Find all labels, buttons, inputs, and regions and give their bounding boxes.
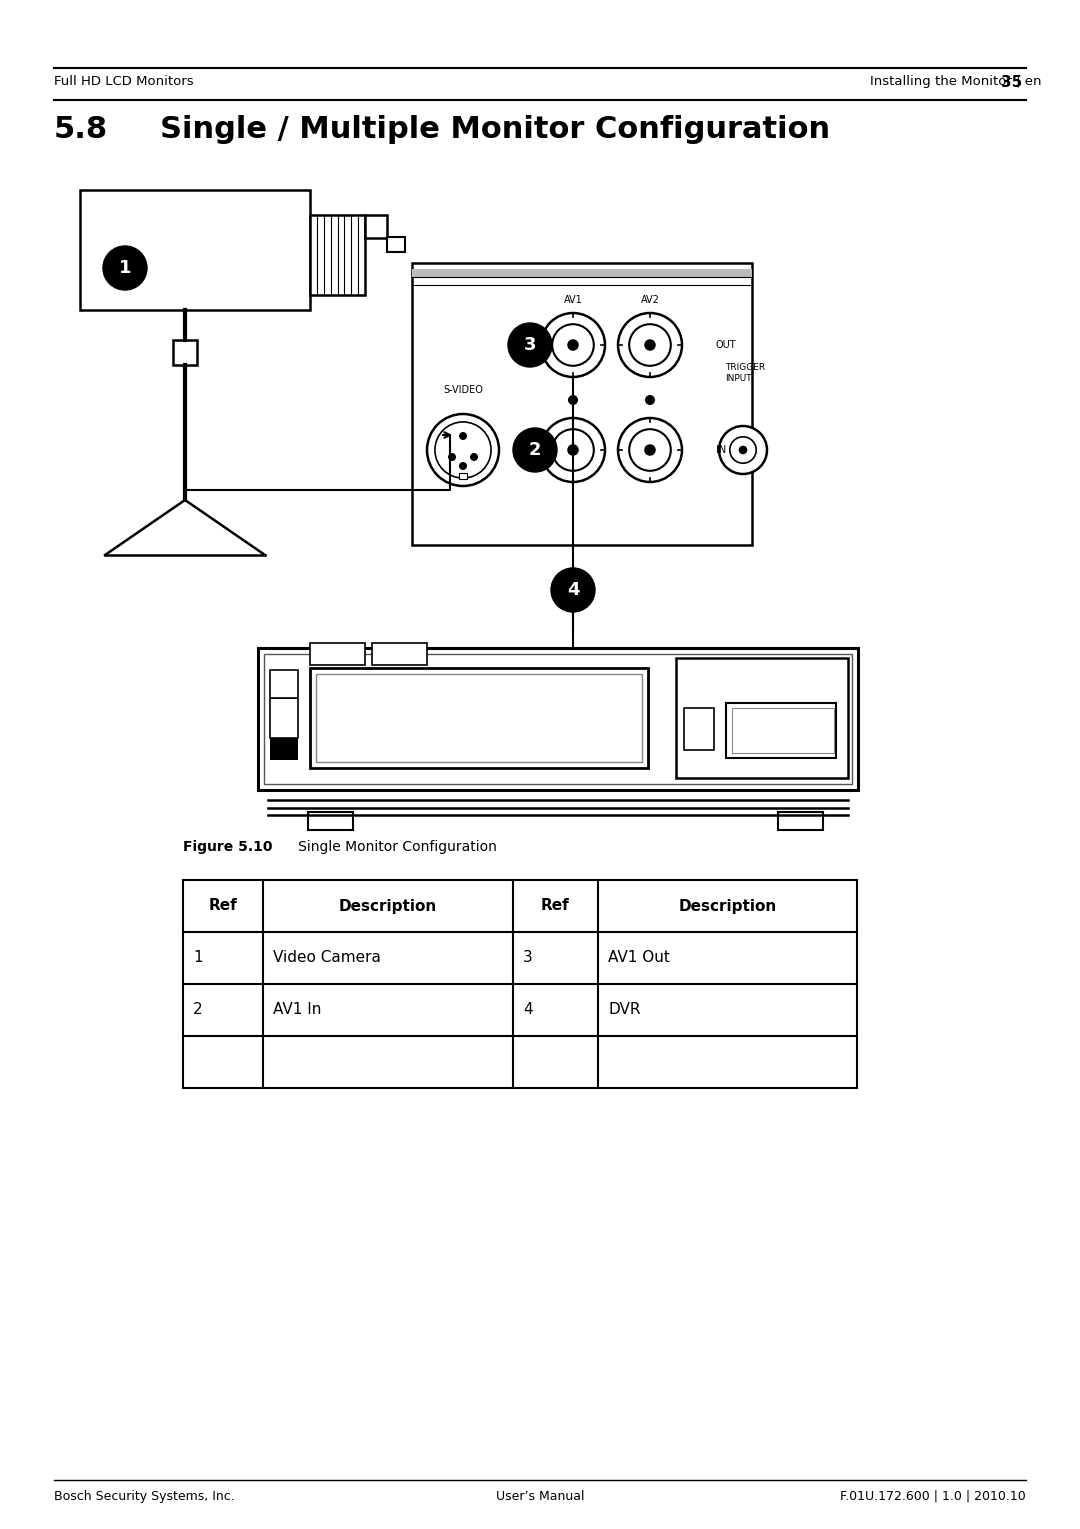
Bar: [387, 237, 405, 252]
Text: Ref: Ref: [541, 899, 570, 913]
Bar: [676, 657, 848, 778]
Text: Full HD LCD Monitors: Full HD LCD Monitors: [54, 75, 193, 89]
Circle shape: [427, 414, 499, 486]
Text: Description: Description: [678, 899, 777, 913]
Bar: [80, 190, 310, 310]
Bar: [684, 708, 714, 751]
Bar: [411, 269, 752, 277]
Circle shape: [730, 437, 756, 463]
Text: Figure 5.10: Figure 5.10: [183, 839, 272, 855]
Bar: [365, 216, 387, 239]
Circle shape: [618, 313, 681, 378]
Text: Installing the Monitor | en: Installing the Monitor | en: [870, 75, 1041, 89]
Text: User’s Manual: User’s Manual: [496, 1489, 584, 1503]
Text: 3: 3: [523, 951, 532, 965]
Text: F.01U.172.600 | 1.0 | 2010.10: F.01U.172.600 | 1.0 | 2010.10: [840, 1489, 1026, 1503]
Text: TRIGGER
INPUT: TRIGGER INPUT: [725, 364, 765, 382]
Bar: [173, 339, 197, 365]
Text: AV1: AV1: [564, 295, 582, 304]
Text: S-VIDEO: S-VIDEO: [443, 385, 483, 394]
Text: Single Monitor Configuration: Single Monitor Configuration: [285, 839, 497, 855]
Text: OUT: OUT: [716, 339, 737, 350]
Circle shape: [448, 453, 456, 462]
Bar: [732, 708, 834, 752]
Text: 35: 35: [1001, 75, 1022, 90]
Bar: [372, 644, 427, 665]
Circle shape: [470, 453, 478, 462]
Bar: [459, 472, 467, 479]
Circle shape: [435, 422, 491, 479]
Circle shape: [568, 394, 578, 405]
Text: Ref: Ref: [208, 899, 238, 913]
Circle shape: [513, 428, 557, 472]
Circle shape: [645, 339, 656, 350]
Bar: [258, 648, 858, 790]
Text: AV1 In: AV1 In: [273, 1003, 322, 1017]
Circle shape: [459, 433, 467, 440]
Bar: [411, 263, 752, 544]
Bar: [270, 739, 298, 760]
Text: 1: 1: [193, 951, 203, 965]
Circle shape: [459, 462, 467, 469]
Circle shape: [541, 313, 605, 378]
Text: 4: 4: [567, 581, 579, 599]
Bar: [308, 812, 353, 830]
Text: Video Camera: Video Camera: [273, 951, 381, 965]
Text: AV2: AV2: [640, 295, 660, 304]
Bar: [310, 644, 365, 665]
Text: IN: IN: [716, 445, 726, 456]
Text: 1: 1: [119, 258, 132, 277]
Circle shape: [630, 430, 671, 471]
Text: DVR: DVR: [608, 1003, 640, 1017]
Text: AV1 Out: AV1 Out: [608, 951, 670, 965]
Circle shape: [567, 339, 579, 350]
Circle shape: [541, 417, 605, 482]
Circle shape: [567, 445, 579, 456]
Bar: [270, 699, 298, 739]
Text: 3: 3: [524, 336, 537, 355]
Text: Bosch Security Systems, Inc.: Bosch Security Systems, Inc.: [54, 1489, 234, 1503]
Circle shape: [508, 323, 552, 367]
Circle shape: [618, 417, 681, 482]
Bar: [310, 216, 365, 295]
Text: 5.8: 5.8: [54, 115, 108, 144]
Circle shape: [739, 445, 747, 454]
Bar: [264, 654, 852, 784]
Circle shape: [645, 445, 656, 456]
Bar: [316, 674, 642, 761]
Text: Description: Description: [339, 899, 437, 913]
Circle shape: [645, 394, 654, 405]
Text: 4: 4: [523, 1003, 532, 1017]
Circle shape: [552, 430, 594, 471]
Circle shape: [719, 427, 767, 474]
Text: Single / Multiple Monitor Configuration: Single / Multiple Monitor Configuration: [160, 115, 831, 144]
Text: 2: 2: [529, 440, 541, 459]
Bar: [778, 812, 823, 830]
Circle shape: [552, 324, 594, 365]
Text: 2: 2: [193, 1003, 203, 1017]
Bar: [726, 703, 836, 758]
Bar: [310, 668, 648, 768]
Bar: [270, 670, 298, 699]
Circle shape: [551, 567, 595, 612]
Circle shape: [630, 324, 671, 365]
Circle shape: [103, 246, 147, 291]
